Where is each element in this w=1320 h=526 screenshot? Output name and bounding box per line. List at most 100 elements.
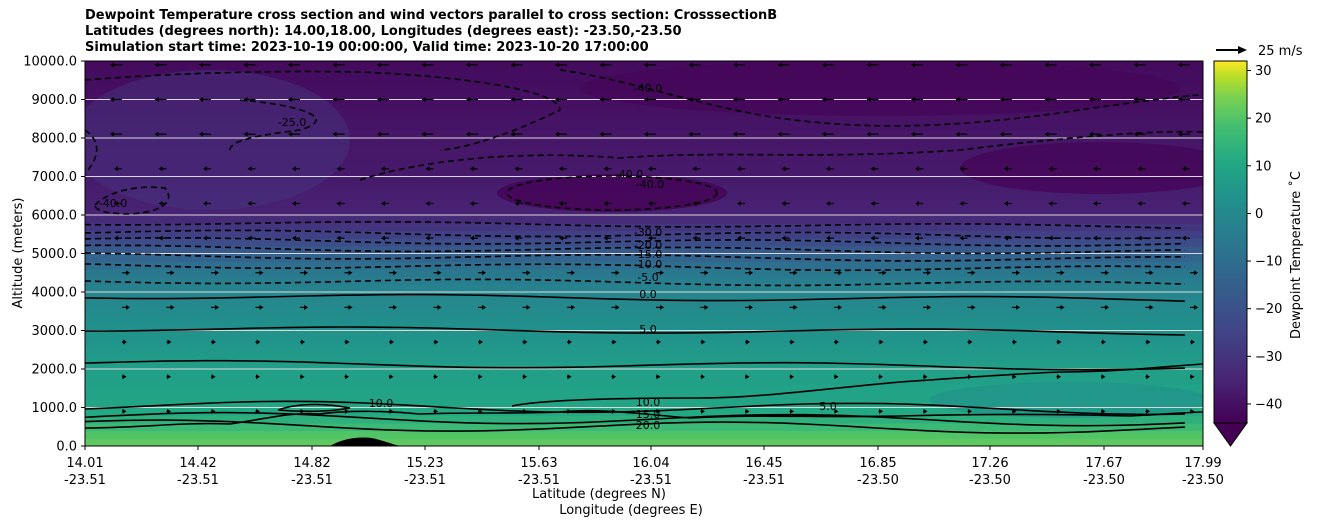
x-tick-label-lon: -23.51 [404,473,446,488]
wind-vector-head [514,166,519,172]
wind-vector-head [1101,408,1106,414]
contour-line [277,403,351,413]
wind-vector-head [870,235,875,241]
wind-vector-head [1016,304,1020,310]
wind-vector-head [466,131,470,137]
wind-vector-head [1000,62,1004,68]
wind-vector-head [1012,374,1017,380]
wind-vector-head [1093,166,1097,172]
contour-line [85,263,1186,272]
wind-vector-head [345,408,349,414]
wind-vector-head [826,200,830,206]
wind-vector-head [790,374,794,380]
wind-vector-head [1000,97,1004,102]
wind-vector-head [523,339,528,345]
wind-vector-head [777,131,782,137]
contour-line [85,229,1186,240]
wind-vector-head [571,304,575,310]
wind-vector-head [968,339,973,345]
wind-vector-head [790,408,794,414]
wind-vector-head [911,62,915,68]
wind-vector-head [167,339,172,345]
wind-vector-head [203,235,207,241]
wind-vector-head [292,166,296,172]
wind-vector-head [1146,339,1151,345]
wind-vector-head [377,62,381,68]
wind-vector-head [215,304,219,310]
wind-vector-head [882,304,887,310]
wind-vector-head [122,374,127,380]
wind-vector-head [644,97,648,102]
wind-vector-head [879,374,883,380]
x-tick-label-lon: -23.51 [291,473,333,488]
wind-vector-head [749,304,753,310]
wind-vector-head [345,339,350,345]
wind-vector-head [1060,304,1065,310]
quiver-key-arrow-icon [1238,46,1247,54]
contour-label: -10.0 [634,258,662,271]
y-axis: 0.0 1000.0 2000.0 3000.0 4000.0 5000.0 6000.0 7… [23,55,85,455]
wind-vector-head [114,200,118,206]
wind-vector-head [955,131,960,137]
wind-vector-head [1060,270,1065,276]
wind-vector-head [927,304,931,310]
wind-vector-head [523,408,527,414]
wind-vector-head [154,97,159,102]
contour-label: -25.0 [278,116,306,129]
contour-line [85,70,561,151]
wind-vector-head [434,374,438,380]
wind-vector-head [781,200,786,206]
wind-vector-head [526,304,531,310]
wind-vector-head [470,166,474,172]
wind-vector-head [243,97,248,102]
contour-label: 15.0 [636,408,661,421]
wind-vector-head [479,339,483,345]
wind-vector-head [421,97,426,102]
y-axis-label: Altitude (meters) [11,198,26,309]
wind-vector-head [110,97,114,102]
wind-vector-head [971,304,976,310]
contour-line [85,252,1186,262]
wind-vector-head [822,131,826,137]
wind-vector-head [870,166,875,172]
wind-vector-head [911,97,915,102]
wind-vector-head [692,166,697,172]
contour-line [85,221,1186,229]
wind-vector-head [390,339,394,345]
contour-label: -40.0 [634,82,662,95]
contour-line [506,175,718,211]
wind-vector-head [1004,200,1008,206]
wind-vector-head [510,62,515,68]
wind-vector-head [1089,131,1093,137]
wind-vector-head [968,374,972,380]
wind-vector-head [170,270,175,276]
wind-vector-head [158,235,163,241]
contour-label: 5.0 [639,323,657,336]
wind-vector-head [247,235,252,241]
wind-vector-head [259,270,264,276]
wind-vector-head [924,339,928,345]
contour-line [85,409,1203,429]
chart-title-line-1: Dewpoint Temperature cross section and w… [85,8,778,23]
x-tick-label-lat: 15.63 [520,456,557,471]
y-tick-label: 0.0 [56,440,77,455]
wind-vector-head [203,200,207,206]
contour-line [85,293,1186,302]
wind-vector-head [300,408,305,414]
wind-vector-head [158,200,163,206]
wind-vector-head [114,166,118,172]
wind-vector-head [599,62,604,68]
x-tick-label-lon: -23.51 [630,473,672,488]
wind-vector-head [170,304,175,310]
wind-vector-head [555,97,559,102]
contour-line [511,363,1203,407]
wind-vector-head [603,235,608,241]
wind-vector-head [332,131,337,137]
wind-vector-head [603,200,608,206]
wind-vector-head [1190,374,1195,380]
x-tick-label-lat: 14.82 [293,456,330,471]
x-tick-label-lat: 14.01 [66,456,103,471]
wind-vector-head [882,270,887,276]
wind-vector-head [514,235,519,241]
